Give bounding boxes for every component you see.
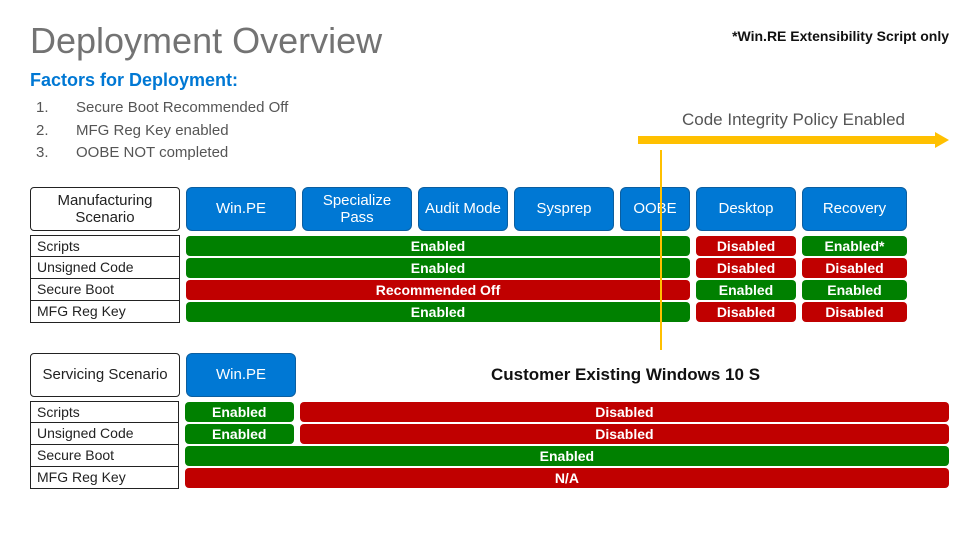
status-bar: Disabled: [696, 236, 796, 256]
arrow-icon: [638, 134, 949, 146]
policy-vertical-line: [660, 150, 662, 350]
policy-label: Code Integrity Policy Enabled: [638, 110, 949, 130]
factors-heading: Factors for Deployment:: [30, 70, 949, 91]
mfg-status-grid: ScriptsEnabledDisabledEnabled*Unsigned C…: [30, 235, 949, 323]
metric-label: Unsigned Code: [30, 257, 180, 279]
status-bar: N/A: [185, 468, 949, 488]
status-bar: Disabled: [300, 424, 949, 444]
stage-box: Audit Mode: [418, 187, 508, 231]
metric-label: MFG Reg Key: [30, 467, 179, 489]
metric-label: Scripts: [30, 235, 180, 257]
factor-number: 3.: [36, 142, 52, 165]
factor-number: 2.: [36, 120, 52, 143]
metric-label: Scripts: [30, 401, 179, 423]
status-bar: Enabled: [696, 280, 796, 300]
status-bar: Disabled: [696, 258, 796, 278]
status-bar: Enabled: [186, 236, 690, 256]
status-bar: Disabled: [802, 302, 907, 322]
svc-stage-row: Servicing ScenarioWin.PECustomer Existin…: [30, 353, 949, 397]
status-bar: Enabled: [185, 402, 294, 422]
stage-box: OOBE: [620, 187, 690, 231]
factor-text: MFG Reg Key enabled: [76, 120, 229, 143]
status-bar: Enabled: [185, 446, 949, 466]
svc-scenario-box: Servicing Scenario: [30, 353, 180, 397]
stage-box: Specialize Pass: [302, 187, 412, 231]
extensibility-note: *Win.RE Extensibility Script only: [732, 28, 949, 44]
mfg-scenario-box: Manufacturing Scenario: [30, 187, 180, 231]
stage-box: Recovery: [802, 187, 907, 231]
mfg-stage-row: Manufacturing ScenarioWin.PESpecialize P…: [30, 187, 949, 231]
status-bar: Enabled*: [802, 236, 907, 256]
status-bar: Enabled: [186, 302, 690, 322]
policy-arrow-group: Code Integrity Policy Enabled: [638, 110, 949, 146]
metric-label: Unsigned Code: [30, 423, 179, 445]
stage-box: Desktop: [696, 187, 796, 231]
status-bar: Disabled: [696, 302, 796, 322]
metric-label: Secure Boot: [30, 279, 180, 301]
customer-existing-label: Customer Existing Windows 10 S: [302, 353, 949, 397]
status-bar: Enabled: [185, 424, 294, 444]
status-bar: Enabled: [802, 280, 907, 300]
factor-text: OOBE NOT completed: [76, 142, 228, 165]
stage-box: Win.PE: [186, 353, 296, 397]
factor-number: 1.: [36, 97, 52, 120]
metric-label: Secure Boot: [30, 445, 179, 467]
stage-box: Sysprep: [514, 187, 614, 231]
status-bar: Enabled: [186, 258, 690, 278]
factor-text: Secure Boot Recommended Off: [76, 97, 288, 120]
status-bar: Disabled: [802, 258, 907, 278]
metric-label: MFG Reg Key: [30, 301, 180, 323]
status-bar: Recommended Off: [186, 280, 690, 300]
svc-status-grid: ScriptsEnabledDisabledUnsigned CodeEnabl…: [30, 401, 949, 489]
stage-box: Win.PE: [186, 187, 296, 231]
status-bar: Disabled: [300, 402, 949, 422]
